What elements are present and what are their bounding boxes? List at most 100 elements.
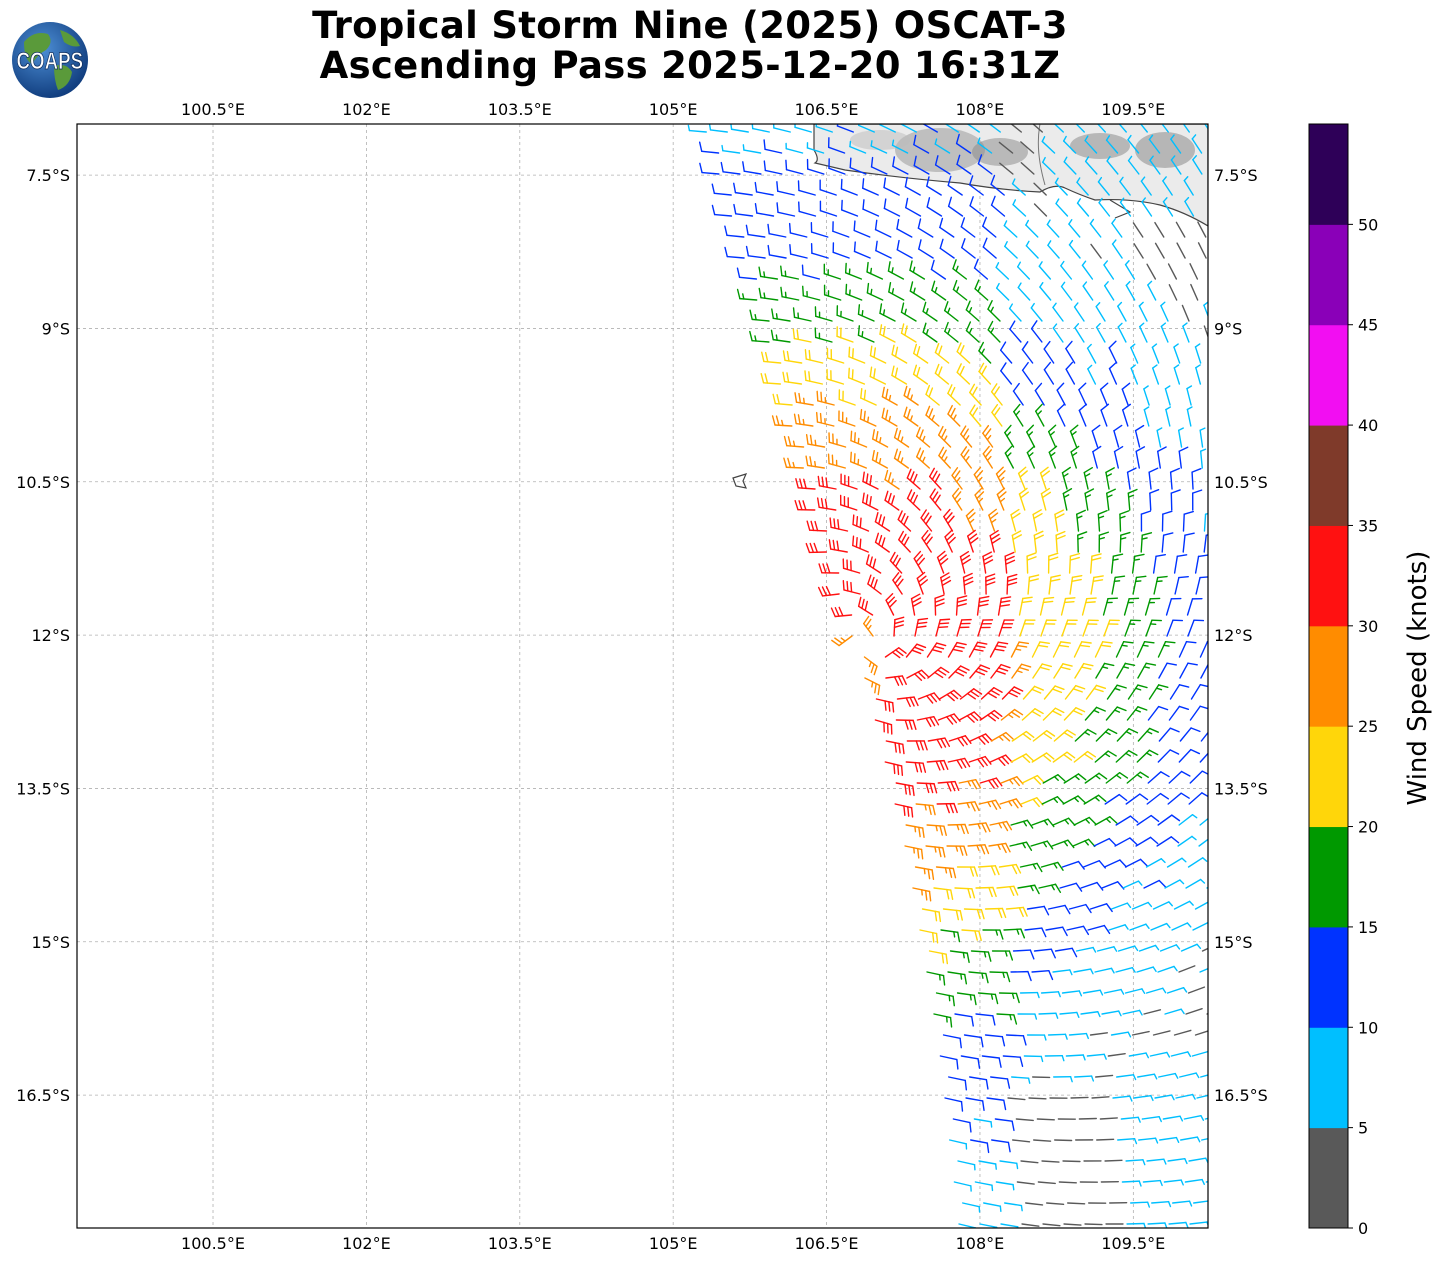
wind-barb: [763, 160, 783, 175]
wind-barb: [1194, 1030, 1208, 1036]
wind-barb: [905, 824, 925, 839]
wind-barb: [977, 137, 993, 154]
wind-barb: [1133, 1094, 1154, 1102]
wind-barb: [913, 134, 930, 154]
wind-barb: [1095, 322, 1106, 343]
wind-barb: [1194, 343, 1202, 364]
wind-barb: [754, 181, 774, 196]
title-line-1: Tropical Storm Nine (2025) OSCAT-3: [312, 4, 1068, 47]
wind-barb: [1026, 1034, 1047, 1041]
wind-barb: [1004, 424, 1015, 448]
wind-barb: [906, 468, 921, 490]
wind-barb: [892, 572, 904, 595]
wind-barb: [999, 1160, 1019, 1170]
wind-barb: [893, 448, 909, 469]
wind-barb: [1149, 1051, 1171, 1058]
wind-barb: [1084, 1223, 1103, 1226]
lon-tick-label-bottom: 108°E: [956, 1234, 1005, 1253]
wind-barb: [1137, 1073, 1158, 1080]
wind-barb: [1138, 944, 1160, 952]
wind-barb: [1122, 403, 1132, 427]
wind-barb: [1128, 1052, 1150, 1059]
wind-barb: [1097, 509, 1108, 532]
wind-barb: [926, 197, 943, 217]
lat-tick-label-left: 13.5°S: [16, 779, 70, 798]
wind-barb: [1156, 836, 1180, 847]
colorbar-tick-label: 25: [1358, 717, 1378, 736]
colorbar-tick-label: 45: [1358, 316, 1378, 335]
wind-barb: [857, 304, 875, 322]
wind-barb: [1117, 322, 1127, 343]
lat-tick-label-left: 9°S: [42, 319, 70, 338]
wind-barb: [1061, 990, 1083, 997]
wind-barb: [1001, 686, 1024, 700]
wind-barb: [782, 350, 803, 364]
lat-tick-label-left: 12°S: [31, 626, 70, 645]
wind-barb: [1168, 284, 1178, 301]
wind-barb: [1138, 301, 1148, 322]
wind-barb: [1171, 922, 1192, 931]
wind-barb: [916, 571, 928, 595]
wind-barb: [1047, 240, 1060, 259]
wind-barb: [1112, 1095, 1133, 1102]
wind-barb: [1017, 261, 1031, 280]
wind-barb: [1068, 1032, 1089, 1040]
wind-barb: [917, 218, 934, 238]
wind-barb: [1127, 134, 1140, 154]
wind-barb: [1047, 904, 1071, 915]
wind-barb: [1137, 727, 1159, 742]
colorbar-tick-label: 10: [1358, 1018, 1378, 1037]
wind-barb: [925, 405, 940, 427]
wind-barb: [1167, 792, 1190, 805]
wind-barb: [1070, 445, 1080, 469]
wind-barb: [1005, 906, 1028, 918]
wind-barb: [966, 124, 980, 133]
wind-barb: [944, 529, 956, 553]
wind-barb: [874, 719, 893, 735]
wind-barb: [1110, 553, 1124, 574]
wind-barb: [906, 740, 928, 751]
wind-barb: [1074, 662, 1094, 679]
wind-barb: [977, 865, 1000, 876]
wind-barb: [1167, 263, 1178, 280]
wind-barb: [922, 124, 938, 133]
wind-barb: [872, 429, 889, 448]
wind-barb: [1054, 1139, 1073, 1142]
wind-barb: [1013, 403, 1024, 427]
wind-barb: [974, 1181, 994, 1192]
wind-barb: [891, 344, 908, 364]
wind-barb: [1075, 124, 1085, 133]
wind-barb: [1158, 662, 1178, 679]
wind-barb: [1041, 1160, 1060, 1163]
wind-barb: [1054, 177, 1068, 196]
wind-barb: [1098, 197, 1111, 217]
wind-barb: [1073, 750, 1097, 763]
wind-barb: [1072, 838, 1096, 848]
wind-barb: [948, 665, 970, 679]
wind-barb: [913, 343, 929, 364]
wind-barb: [933, 1013, 953, 1028]
wind-barb: [889, 551, 903, 574]
wind-barb: [1052, 969, 1073, 976]
wind-barb: [999, 162, 1014, 175]
wind-barb: [978, 1160, 997, 1170]
wind-barb: [1032, 663, 1053, 679]
wind-barb: [1183, 1114, 1205, 1121]
wind-barb: [1161, 532, 1174, 553]
wind-barb: [944, 1097, 964, 1112]
wind-barb: [1154, 1094, 1175, 1101]
wind-barb: [958, 711, 982, 723]
wind-barb: [916, 447, 930, 469]
wind-barb: [978, 341, 992, 364]
wind-barb: [991, 404, 1003, 427]
wind-barb: [832, 221, 850, 238]
wind-barb: [1147, 771, 1170, 784]
wind-barb: [1078, 403, 1088, 427]
wind-barb: [806, 520, 828, 532]
wind-barb: [1063, 1223, 1082, 1226]
wind-barb: [1054, 509, 1065, 532]
wind-barb: [1043, 685, 1065, 700]
wind-barb: [938, 446, 951, 469]
wind-barb: [892, 156, 909, 175]
wind-barb: [968, 822, 991, 833]
